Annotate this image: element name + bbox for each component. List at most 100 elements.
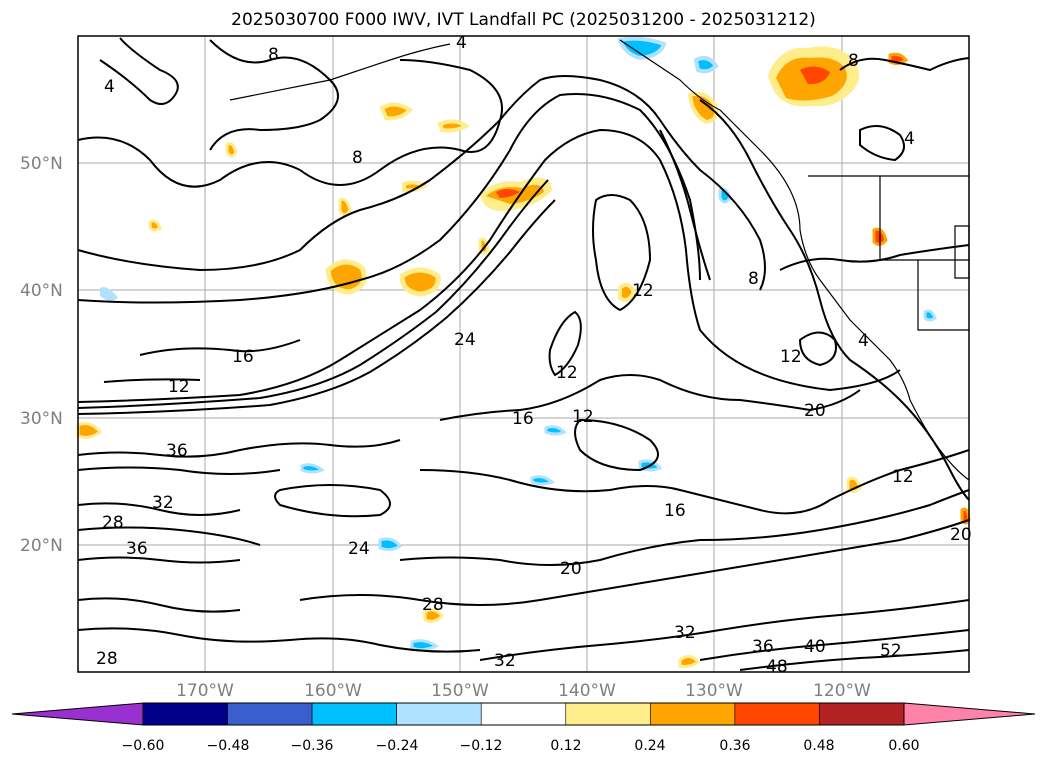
colorbar-tick-label: −0.12	[460, 738, 503, 754]
contour-line	[798, 331, 837, 367]
contour-label: 28	[102, 513, 124, 533]
lon-label-140w: 140°W	[558, 681, 616, 701]
contour-label: 36	[752, 637, 774, 657]
warm-anomaly	[338, 197, 352, 217]
contour-label: 12	[168, 377, 190, 397]
contour-line	[77, 556, 241, 564]
contour-label: 32	[674, 623, 696, 643]
contour-label: 12	[572, 407, 594, 427]
contour-label: 40	[804, 637, 826, 657]
lon-label-120w: 120°W	[813, 681, 871, 701]
warm-anomaly	[76, 422, 103, 439]
lon-label-170w: 170°W	[176, 681, 234, 701]
contour-line	[399, 489, 970, 566]
contour-line	[77, 59, 503, 188]
lon-label-130w: 130°W	[685, 681, 743, 701]
contour-label: 8	[848, 51, 859, 71]
colorbar-bin	[227, 702, 313, 726]
colorbar-bins	[142, 702, 905, 726]
contour-line	[839, 57, 970, 72]
contour-labels: 8 4 8 4 12 16 12 16 12 20 24 28 32 36 12…	[96, 33, 972, 677]
colorbar-over-extension	[903, 702, 1036, 726]
contour-line	[779, 244, 970, 271]
lat-label-40n: 40°N	[20, 281, 63, 301]
colorbar-bin	[819, 702, 905, 726]
cool-anomaly	[617, 36, 667, 61]
coastlines	[229, 39, 970, 481]
warm-anomaly	[423, 608, 445, 623]
colorbar-under-extension	[11, 702, 144, 726]
contour-label: 4	[904, 129, 915, 149]
map-background	[78, 36, 969, 672]
contour-line	[699, 99, 970, 501]
contour-line	[77, 75, 766, 291]
warm-anomaly	[618, 282, 637, 302]
contour-label: 48	[766, 657, 788, 677]
warm-anomaly	[148, 219, 162, 232]
contour-label: 12	[892, 467, 914, 487]
lon-label-150w: 150°W	[431, 681, 489, 701]
colorbar-bin	[480, 702, 567, 726]
colorbar-bin	[650, 702, 736, 726]
contour-line	[77, 466, 281, 475]
colorbar-ticks: −0.60 −0.48 −0.36 −0.24 −0.12 0.12 0.24 …	[122, 738, 920, 754]
contour-line	[574, 418, 659, 472]
contour-label: 12	[632, 281, 654, 301]
warm-anomaly	[399, 267, 441, 297]
contour-label: 24	[348, 539, 370, 559]
contour-line	[739, 649, 970, 671]
colorbar-tick-label: 0.60	[888, 738, 919, 754]
contour-label: 36	[166, 441, 188, 461]
cool-anomaly	[530, 475, 555, 486]
contour-line	[77, 439, 401, 458]
colorbar-tick-label: 0.36	[719, 738, 750, 754]
cool-anomaly	[300, 463, 325, 474]
latitude-labels: 50°N 40°N 30°N 20°N	[20, 154, 63, 556]
contour-label: 20	[950, 525, 972, 545]
warm-anomaly	[687, 91, 719, 125]
colorbar-bin	[734, 702, 820, 726]
map-title: 2025030700 F000 IWV, IVT Landfall PC (20…	[231, 10, 816, 30]
warm-anomaly	[402, 180, 428, 193]
contour-label: 8	[352, 148, 363, 168]
colorbar-bin	[142, 702, 228, 726]
colorbar: −0.60 −0.48 −0.36 −0.24 −0.12 0.12 0.24 …	[11, 702, 1036, 754]
contour-line	[439, 374, 861, 421]
contour-line	[103, 378, 201, 383]
map-frame	[77, 35, 970, 673]
colorbar-tick-label: −0.24	[376, 738, 419, 754]
contour-label: 28	[422, 595, 444, 615]
contour-line	[77, 502, 241, 516]
lat-label-30n: 30°N	[20, 409, 63, 429]
cool-anomaly	[410, 639, 439, 652]
contour-line	[479, 599, 970, 661]
colorbar-tick-label: −0.36	[291, 738, 334, 754]
contour-line	[419, 449, 970, 515]
contour-label: 24	[454, 330, 476, 350]
contour-line	[77, 128, 901, 403]
colorbar-frame	[142, 702, 905, 726]
warm-anomaly	[678, 655, 701, 668]
contour-line	[139, 339, 301, 356]
coastline	[229, 43, 451, 101]
contour-label: 8	[748, 269, 759, 289]
longitude-labels: 170°W 160°W 150°W 140°W 130°W 120°W	[176, 681, 871, 701]
lat-label-50n: 50°N	[20, 154, 63, 174]
contour-label: 52	[880, 641, 902, 661]
contour-line	[77, 597, 241, 613]
contour-line	[99, 37, 179, 105]
cool-anomaly	[100, 287, 118, 301]
warm-anomaly	[800, 66, 830, 85]
colorbar-tick-label: −0.48	[207, 738, 250, 754]
contour-label: 4	[858, 331, 869, 351]
pc-shading	[76, 36, 971, 668]
border-line	[917, 260, 969, 331]
colorbar-bin	[565, 702, 651, 726]
contour-label: 16	[512, 409, 534, 429]
colorbar-bin	[311, 702, 397, 726]
border-line	[879, 176, 969, 261]
warm-anomaly	[225, 142, 238, 158]
contour-line	[209, 39, 339, 151]
contour-line	[699, 629, 970, 661]
